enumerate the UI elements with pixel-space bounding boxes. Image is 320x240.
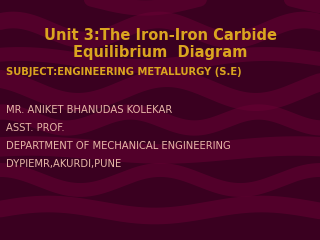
Text: SUBJECT:ENGINEERING METALLURGY (S.E): SUBJECT:ENGINEERING METALLURGY (S.E) [6,67,242,77]
Text: ASST. PROF.: ASST. PROF. [6,123,65,133]
Text: MR. ANIKET BHANUDAS KOLEKAR: MR. ANIKET BHANUDAS KOLEKAR [6,105,172,115]
Text: Unit 3:The Iron-Iron Carbide: Unit 3:The Iron-Iron Carbide [44,28,276,42]
Text: Equilibrium  Diagram: Equilibrium Diagram [73,44,247,60]
Text: DYPIEMR,AKURDI,PUNE: DYPIEMR,AKURDI,PUNE [6,159,121,169]
Text: DEPARTMENT OF MECHANICAL ENGINEERING: DEPARTMENT OF MECHANICAL ENGINEERING [6,141,231,151]
